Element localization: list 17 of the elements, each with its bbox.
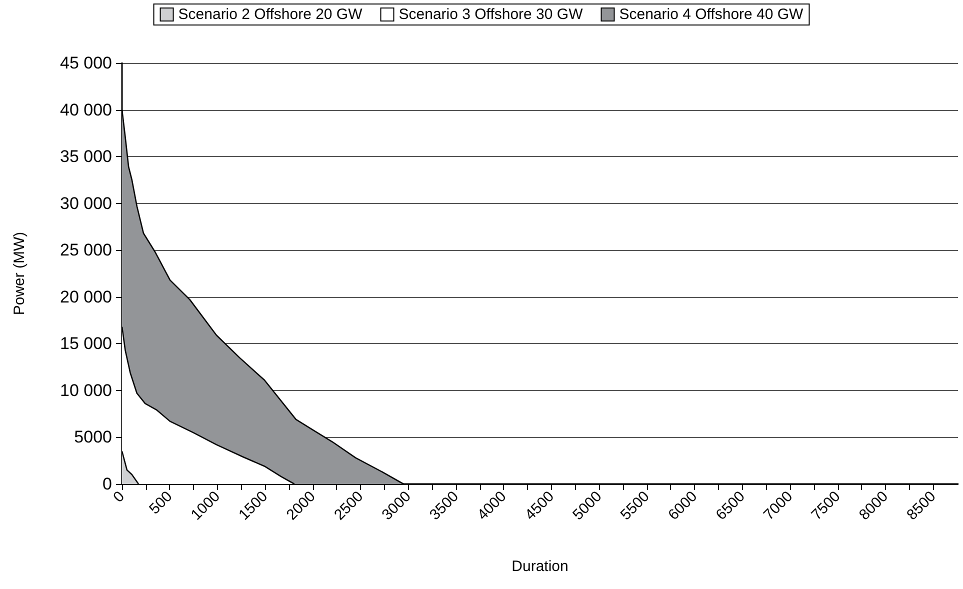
x-tick-label: 500 <box>146 488 176 518</box>
y-tick-label: 20 000 <box>60 287 112 306</box>
legend-label: Scenario 4 Offshore 40 GW <box>619 6 804 23</box>
legend-label: Scenario 2 Offshore 20 GW <box>178 6 364 23</box>
y-tick-label: 5000 <box>74 428 112 447</box>
y-tick-label: 40 000 <box>60 100 112 120</box>
y-tick-label: 45 000 <box>60 54 112 72</box>
y-tick-label: 35 000 <box>60 147 112 166</box>
y-tick-label: 25 000 <box>60 240 112 260</box>
x-tick-label: 0 <box>110 488 128 506</box>
y-tick-label: 30 000 <box>60 194 112 213</box>
y-tick-label: 0 <box>102 474 112 494</box>
legend-label: Scenario 3 Offshore 30 GW <box>398 6 584 23</box>
y-tick-label: 10 000 <box>60 380 112 400</box>
x-axis-title: Duration <box>512 558 568 575</box>
y-tick-label: 15 000 <box>60 334 112 354</box>
y-axis-title: Power (MW) <box>11 232 28 316</box>
